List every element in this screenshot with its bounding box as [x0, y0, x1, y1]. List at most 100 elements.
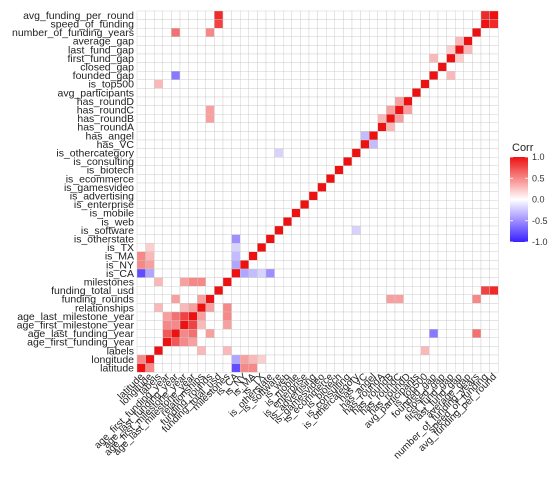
heatmap-cell [188, 260, 198, 270]
heatmap-cell [179, 28, 189, 38]
heatmap-cell [171, 139, 181, 149]
heatmap-cell [429, 337, 439, 347]
heatmap-cell [334, 36, 344, 46]
heatmap-cell [429, 363, 439, 373]
heatmap-cell [463, 277, 473, 287]
heatmap-cell [343, 242, 353, 252]
heatmap-cell [283, 363, 293, 373]
heatmap-cell [480, 139, 490, 149]
heatmap-cell [257, 96, 267, 106]
heatmap-cell [403, 105, 413, 115]
heatmap-cell [463, 260, 473, 270]
heatmap-cell [136, 122, 146, 132]
heatmap-cell [188, 208, 198, 218]
heatmap-cell [179, 225, 189, 235]
heatmap-cell [360, 191, 370, 201]
heatmap-cell [188, 346, 198, 356]
heatmap-cell [188, 251, 198, 261]
heatmap-cell [265, 165, 275, 175]
heatmap-cell [403, 354, 413, 364]
heatmap-cell [317, 131, 327, 141]
heatmap-cell [343, 199, 353, 209]
heatmap-cell [437, 79, 447, 89]
heatmap-cell [274, 70, 284, 80]
heatmap-cell [188, 363, 198, 373]
heatmap-cell [248, 156, 258, 166]
heatmap-cell [326, 131, 336, 141]
heatmap-cell [239, 139, 249, 149]
y-tick-label: number_of_funding_years [12, 27, 134, 39]
heatmap-cell [437, 10, 447, 20]
heatmap-cell [300, 53, 310, 63]
heatmap-cell [386, 174, 396, 184]
heatmap-cell [171, 268, 181, 278]
heatmap-cell [463, 234, 473, 244]
heatmap-cell [196, 251, 206, 261]
heatmap-cell [291, 225, 301, 235]
heatmap-cell [274, 113, 284, 123]
heatmap-cell [188, 70, 198, 80]
heatmap-cell [239, 53, 249, 63]
heatmap-cell [231, 191, 241, 201]
heatmap-cell [153, 131, 163, 141]
heatmap-cell [205, 311, 215, 321]
heatmap-cell [257, 182, 267, 192]
heatmap-cell [136, 208, 146, 218]
heatmap-cell [248, 268, 258, 278]
heatmap-cell [248, 36, 258, 46]
heatmap-cell [265, 311, 275, 321]
heatmap-cell [308, 122, 318, 132]
heatmap-cell [343, 88, 353, 98]
heatmap-cell [480, 156, 490, 166]
y-tick-label: age_first_funding_year [27, 337, 134, 349]
heatmap-cell [283, 268, 293, 278]
heatmap-cell [437, 36, 447, 46]
heatmap-cell [239, 96, 249, 106]
heatmap-cell [437, 268, 447, 278]
heatmap-cell [455, 19, 465, 29]
heatmap-cell [162, 294, 172, 304]
heatmap-cell [291, 19, 301, 29]
heatmap-cell [153, 277, 163, 287]
heatmap-cell [248, 131, 258, 141]
heatmap-cell [205, 303, 215, 313]
heatmap-cell [308, 174, 318, 184]
heatmap-cell [205, 79, 215, 89]
heatmap-cell [136, 36, 146, 46]
heatmap-cell [403, 286, 413, 296]
heatmap-cell [239, 303, 249, 313]
heatmap-cell [446, 191, 456, 201]
heatmap-cell [239, 294, 249, 304]
heatmap-cell [326, 329, 336, 339]
heatmap-cell [463, 268, 473, 278]
heatmap-cell [283, 286, 293, 296]
heatmap-cell [248, 354, 258, 364]
heatmap-cell [196, 88, 206, 98]
heatmap-cell [360, 79, 370, 89]
heatmap-cell [394, 139, 404, 149]
heatmap-cell [403, 346, 413, 356]
heatmap-cell [214, 88, 224, 98]
heatmap-cell [326, 217, 336, 227]
heatmap-cell [394, 88, 404, 98]
heatmap-cell [446, 113, 456, 123]
heatmap-cell [480, 165, 490, 175]
heatmap-cell [171, 208, 181, 218]
heatmap-cell [153, 191, 163, 201]
heatmap-cell [351, 45, 361, 55]
heatmap-cell [351, 346, 361, 356]
heatmap-cell [205, 208, 215, 218]
heatmap-cell [274, 286, 284, 296]
heatmap-cell [437, 28, 447, 38]
heatmap-cell [429, 156, 439, 166]
heatmap-cell [291, 96, 301, 106]
heatmap-cell [446, 260, 456, 270]
heatmap-cell [377, 79, 387, 89]
heatmap-cell [171, 191, 181, 201]
heatmap-cell [360, 234, 370, 244]
heatmap-cell [386, 294, 396, 304]
heatmap-cell [317, 303, 327, 313]
heatmap-cell [239, 329, 249, 339]
heatmap-cell [257, 303, 267, 313]
heatmap-cell [162, 165, 172, 175]
